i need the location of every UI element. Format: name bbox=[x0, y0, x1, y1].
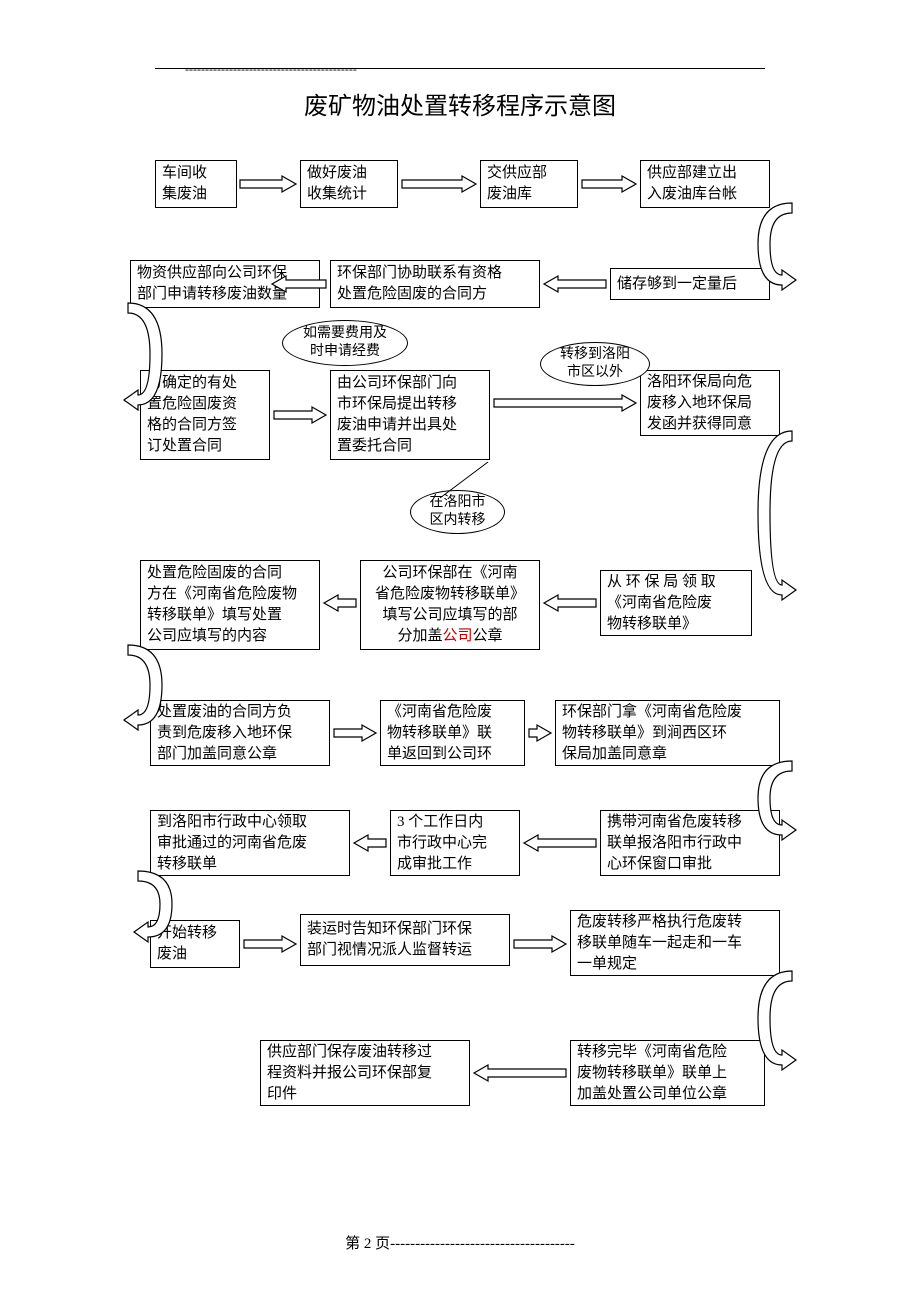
node-archive: 供应部门保存废油转移过 程资料并报公司环保部复 印件 bbox=[260, 1040, 470, 1106]
node-sign-contract: 与确定的有处 置危险固废资 格的合同方签 订处置合同 bbox=[140, 370, 270, 460]
node-contractor-fill: 处置危险固废的合同 方在《河南省危险废物 转移联单》填写处置 公司应填写的内容 bbox=[140, 560, 320, 650]
bubble-cost: 如需要费用及 时申请经费 bbox=[282, 320, 408, 366]
node-collect-oil: 车间收 集废油 bbox=[155, 160, 237, 208]
node-dest-stamp: 处置废油的合同方负 责到危废移入地环保 部门加盖同意公章 bbox=[150, 700, 330, 766]
node-luoyang-letter: 洛阳环保局向危 废移入地环保局 发函并获得同意 bbox=[640, 370, 780, 436]
node-supply-dept: 交供应部 废油库 bbox=[480, 160, 578, 208]
node-apply-transfer: 物资供应部向公司环保 部门申请转移废油数量 bbox=[130, 260, 320, 308]
node-start-transfer: 开始转移 废油 bbox=[150, 920, 240, 968]
page: ----------------------------------------… bbox=[0, 0, 920, 1302]
bubble-outside-city: 转移到洛阳 市区以外 bbox=[540, 342, 650, 386]
page-title: 废矿物油处置转移程序示意图 bbox=[0, 86, 920, 121]
node-collect-approved: 到洛阳市行政中心领取 审批通过的河南省危废 转移联单 bbox=[150, 810, 350, 876]
bubble-inside-city: 在洛阳市 区内转移 bbox=[410, 490, 505, 534]
node-submit-application: 由公司环保部门向 市环保局提出转移 废油申请并出具处 置委托合同 bbox=[330, 370, 490, 460]
node-3-days: 3 个工作日内 市行政中心完 成审批工作 bbox=[390, 810, 520, 876]
node-env-contact: 环保部门协助联系有资格 处置危险固废的合同方 bbox=[330, 260, 540, 308]
node-notify-supervise: 装运时告知环保部门环保 部门视情况派人监督转运 bbox=[300, 914, 510, 966]
node-return-form: 《河南省危险废 物转移联单》联 单返回到公司环 bbox=[380, 700, 525, 766]
node-fill-stamp: 公司环保部在《河南 省危险废物转移联单》 填写公司应填写的部 分加盖公司公章 bbox=[360, 560, 540, 650]
node-ledger: 供应部建立出 入废油库台帐 bbox=[640, 160, 770, 208]
node-jianxi-stamp: 环保部门拿《河南省危险废 物转移联单》到涧西区环 保局加盖同意章 bbox=[555, 700, 780, 766]
footer-text: 第 2 页-----------------------------------… bbox=[155, 1232, 765, 1253]
node-complete-stamp: 转移完毕《河南省危险 废物转移联单》联单上 加盖处置公司单位公章 bbox=[570, 1040, 765, 1106]
node-receive-form: 从 环 保 局 领 取 《河南省危险废 物转移联单》 bbox=[600, 570, 752, 636]
arrows-layer bbox=[0, 0, 920, 1302]
node-strict-rules: 危废转移严格执行危废转 移联单随车一起走和一车 一单规定 bbox=[570, 910, 780, 976]
node-storage-amount: 储存够到一定量后 bbox=[610, 268, 770, 300]
header-dashes: ----------------------------------------… bbox=[185, 62, 357, 77]
node-statistics: 做好废油 收集统计 bbox=[300, 160, 398, 208]
node-fill-stamp-text: 公司环保部在《河南 省危险废物转移联单》 填写公司应填写的部 分加盖公司公章 bbox=[375, 563, 525, 647]
node-admin-submit: 携带河南省危废转移 联单报洛阳市行政中 心环保窗口审批 bbox=[600, 810, 780, 876]
